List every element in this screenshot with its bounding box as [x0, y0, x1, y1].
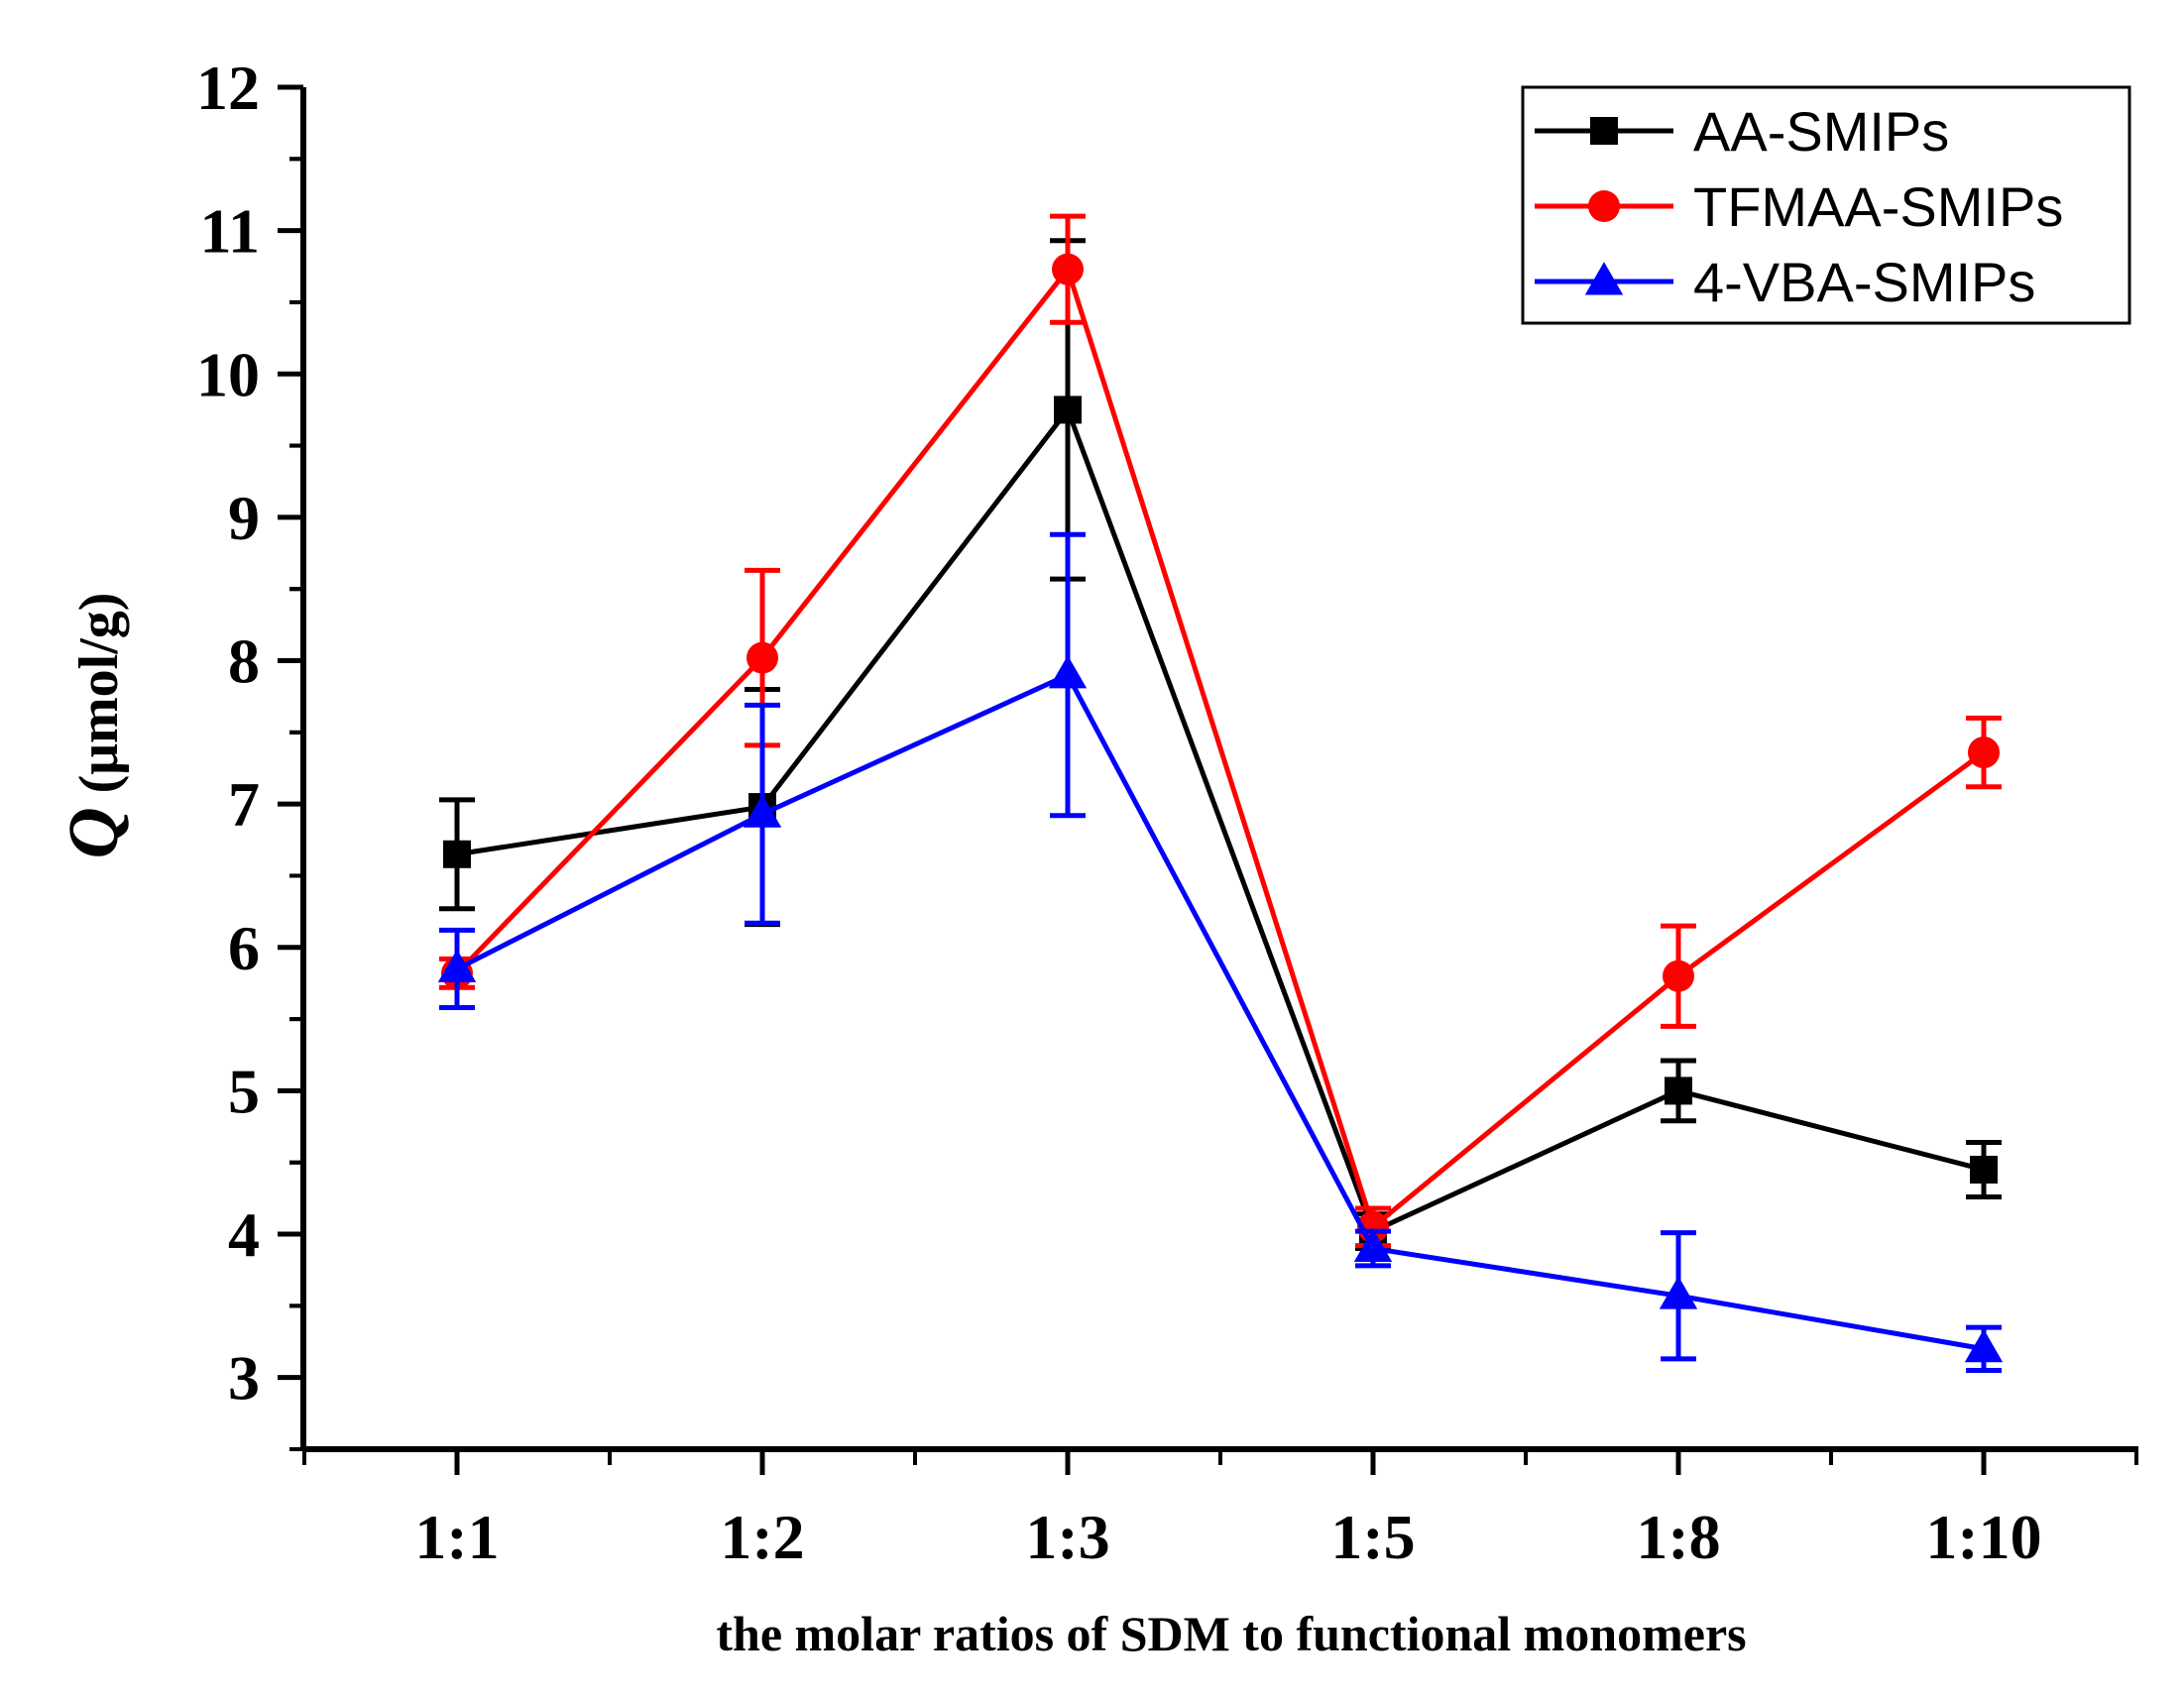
legend-label: AA-SMIPs — [1693, 100, 1949, 163]
y-axis-title-symbol: Q — [54, 807, 133, 858]
data-point — [1659, 1276, 1698, 1309]
data-point — [1964, 1328, 2004, 1363]
y-tick-label: 12 — [196, 53, 260, 123]
series-line — [456, 404, 1985, 1235]
series-line — [455, 671, 1985, 1352]
legend-marker — [1590, 117, 1618, 145]
legend-marker — [1588, 190, 1620, 222]
y-axis-title-unit: (μmol/g) — [68, 593, 130, 794]
x-tick-label: 1:8 — [1636, 1502, 1720, 1572]
data-point — [1665, 1077, 1692, 1105]
data-point — [1663, 960, 1694, 992]
data-point — [1052, 253, 1084, 285]
y-tick-label: 9 — [228, 483, 260, 553]
x-tick-label: 1:10 — [1925, 1502, 2041, 1572]
y-tick-label: 5 — [228, 1056, 260, 1126]
y-tick-label: 6 — [228, 913, 260, 983]
y-tick-label: 11 — [200, 196, 260, 267]
series-line — [455, 264, 1986, 1232]
x-axis-title: the molar ratios of SDM to functional mo… — [716, 1606, 1746, 1661]
data-point — [1353, 1228, 1393, 1262]
data-point — [1048, 655, 1088, 689]
legend-label: 4-VBA-SMIPs — [1693, 251, 2035, 313]
plot-area — [437, 213, 2004, 1373]
series-TFMAA-SMIPs — [439, 213, 2002, 1249]
y-tick-label: 4 — [228, 1199, 260, 1270]
x-tick-label: 1:2 — [720, 1502, 804, 1572]
x-tick-label: 1:5 — [1330, 1502, 1415, 1572]
data-point — [747, 641, 778, 674]
y-tick-label: 3 — [228, 1343, 260, 1414]
data-point — [437, 949, 477, 982]
legend-marker — [1584, 262, 1624, 295]
data-point — [743, 794, 782, 828]
y-tick-label: 7 — [228, 769, 260, 840]
legend: AA-SMIPs TFMAA-SMIPs 4-VBA-SMIPs — [1521, 85, 2131, 325]
y-axis-title: Q (μmol/g) — [54, 593, 133, 859]
data-point — [443, 840, 471, 868]
x-tick-label: 1:3 — [1025, 1502, 1109, 1572]
legend-label: TFMAA-SMIPs — [1693, 175, 2063, 238]
data-point — [1054, 396, 1082, 424]
x-tick-label: 1:1 — [414, 1502, 499, 1572]
y-tick-label: 10 — [196, 339, 260, 409]
y-tick-label: 8 — [228, 626, 260, 697]
axes: 3 4 5 6 7 8 9 10 11 12 1:1 1:2 1:3 1:5 1:8 1:10 — [196, 53, 2138, 1572]
data-point — [1970, 1155, 1998, 1184]
data-point — [1968, 737, 2000, 769]
series-4-VBA-SMIPs — [437, 531, 2004, 1373]
